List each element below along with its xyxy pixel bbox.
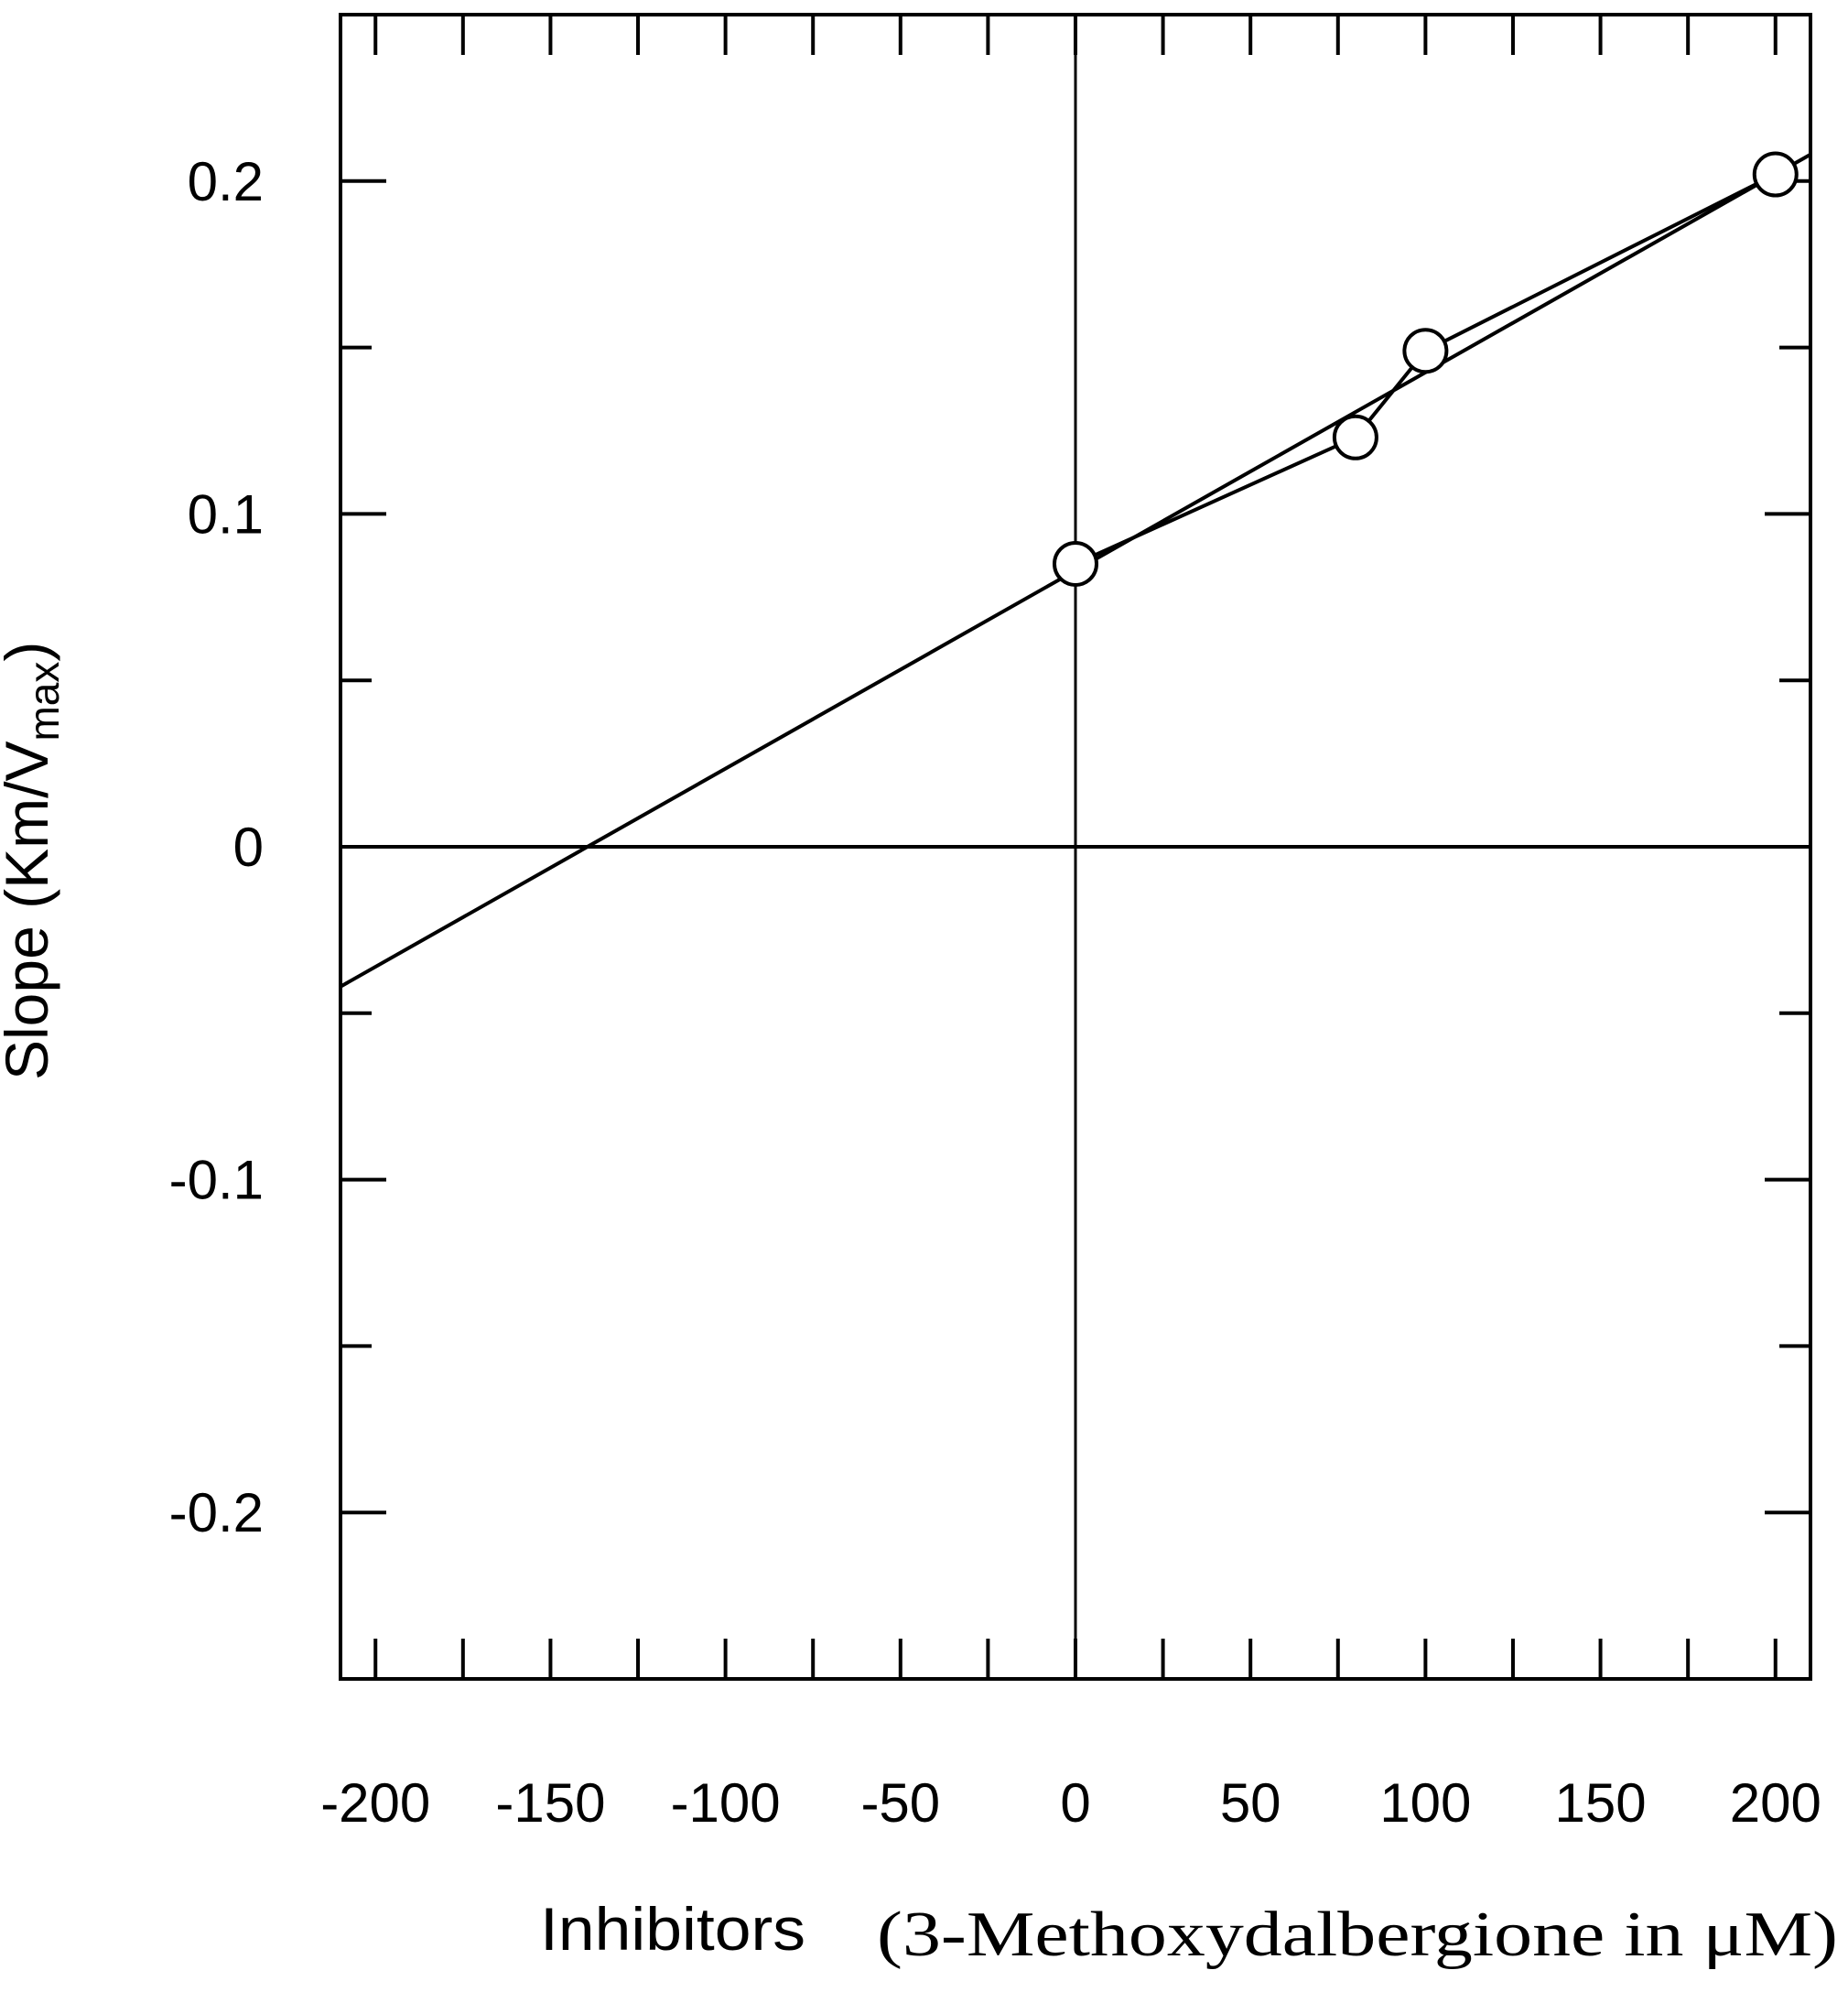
x-tick-label: 100 — [1379, 1772, 1471, 1834]
series-layer — [1053, 151, 1799, 587]
x-tick-label: 200 — [1730, 1772, 1821, 1834]
y-tick-label: -0.1 — [169, 1150, 264, 1211]
x-tick-label: 150 — [1555, 1772, 1647, 1834]
x-axis-title: Inhibitors — [540, 1895, 805, 1963]
x-tick-label: 50 — [1220, 1772, 1281, 1834]
y-axis-title-subscript: max — [20, 662, 68, 742]
data-point — [1752, 151, 1799, 198]
x-tick-label: -50 — [860, 1772, 940, 1834]
y-axis-title-main: Slope (Km/V — [0, 742, 60, 1080]
data-point — [1332, 414, 1378, 460]
x-axis-subtitle: (3-Methoxydalbergione in μM) — [877, 1900, 1838, 1970]
x-tick-label: 0 — [1060, 1772, 1090, 1834]
x-tick-label: -200 — [320, 1772, 430, 1834]
y-tick-label: 0.1 — [188, 483, 264, 545]
series-line — [1075, 172, 1777, 566]
y-tick-label: -0.2 — [169, 1482, 264, 1543]
data-point — [1402, 328, 1449, 374]
y-axis-title: Slope (Km/Vmax) — [0, 642, 68, 1080]
y-tick-label: 0.2 — [188, 151, 264, 212]
zero-lines — [340, 15, 1810, 1679]
x-tick-label: -100 — [671, 1772, 781, 1834]
y-tick-label: 0 — [233, 817, 264, 878]
data-point — [1053, 540, 1098, 587]
tick-labels: -200 -150 -100 -50 0 50 100 150 200 -0.2 -0.1 0 0.1 0… — [169, 151, 1821, 1834]
y-axis-title-close: ) — [0, 642, 60, 662]
x-tick-label: -150 — [495, 1772, 605, 1834]
